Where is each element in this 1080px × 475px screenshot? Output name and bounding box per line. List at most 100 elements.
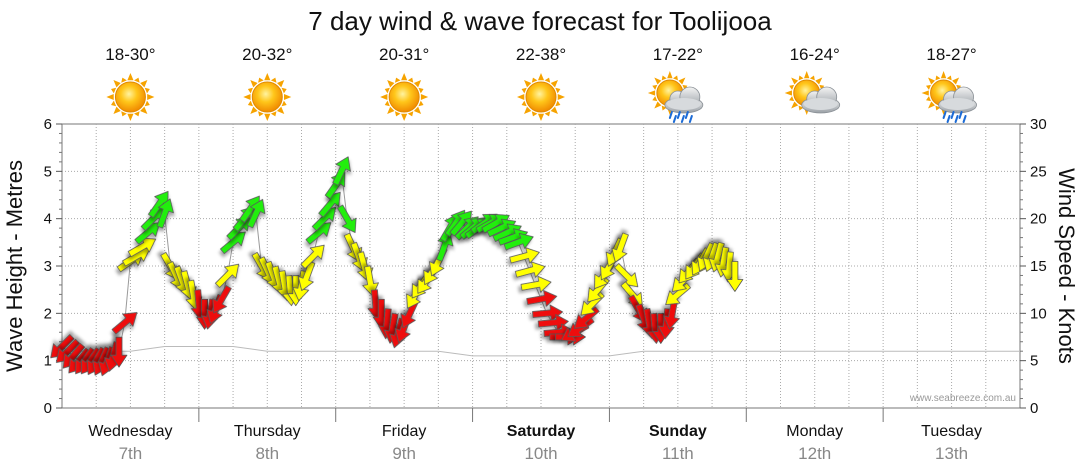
- sun-ray: [127, 113, 134, 121]
- sun-ray: [678, 77, 686, 85]
- sun-ray: [384, 87, 390, 94]
- wind-arrow: [246, 198, 266, 229]
- right-tick-label: 20: [1030, 211, 1047, 228]
- sun-ray: [250, 80, 258, 88]
- sun-ray: [243, 93, 251, 101]
- sun-cloud-rain-icon: [921, 71, 977, 123]
- right-tick-label: 15: [1030, 258, 1047, 275]
- sun-ray: [521, 100, 527, 107]
- sun-ray: [798, 75, 804, 81]
- wind-arrow: [362, 265, 379, 297]
- rain-drop: [954, 115, 959, 123]
- sun-ray: [809, 75, 815, 81]
- sun-ray: [652, 84, 658, 90]
- sun-ray: [661, 75, 667, 81]
- sun-ray: [284, 93, 292, 101]
- rain-drop: [684, 111, 689, 119]
- right-tick-label: 0: [1030, 400, 1038, 417]
- sun-ray: [147, 93, 155, 101]
- sun-ray: [517, 93, 525, 101]
- sun-ray: [798, 105, 804, 111]
- sun-ray: [555, 100, 561, 107]
- sun-ray: [407, 111, 414, 117]
- sun-ray: [401, 113, 408, 121]
- sun-cloud-rain-icon: [647, 71, 704, 123]
- day-name: Wednesday: [88, 423, 172, 440]
- sun-ray: [784, 90, 792, 96]
- sun-ray: [815, 77, 823, 85]
- rain-drop: [942, 111, 947, 119]
- right-axis-ticks: 0 5 10 15 20 25 30: [1020, 116, 1047, 417]
- day-temperatures: 18-30° 20-32° 20-31° 22-38° 17-22° 16-24° 18-2…: [105, 45, 976, 64]
- sun-ray: [537, 73, 545, 81]
- wind-arrow: [726, 261, 744, 292]
- sun-ray: [537, 113, 545, 121]
- sun-ray: [524, 106, 532, 114]
- sun-ray: [106, 93, 114, 101]
- left-axis-title: Wave Height - Metres: [2, 160, 27, 372]
- sun-ray: [247, 87, 253, 94]
- sun-disc: [388, 81, 420, 113]
- rain-drop: [950, 111, 955, 119]
- sun-ray: [144, 87, 150, 94]
- day-date: 12th: [798, 444, 831, 463]
- sun-ray: [647, 90, 656, 96]
- sun-ray: [270, 111, 277, 117]
- sun-ray: [661, 105, 667, 111]
- rain-drop: [680, 115, 685, 123]
- sun-ray: [928, 101, 936, 109]
- rain-drop: [962, 115, 967, 123]
- wind-arrow: [156, 198, 174, 229]
- sun-disc: [251, 81, 283, 113]
- sun-ray: [420, 93, 429, 101]
- sun-ray: [111, 100, 117, 107]
- wind-series: [50, 156, 744, 377]
- sun-ray: [789, 84, 795, 90]
- sun-ray: [791, 101, 799, 109]
- left-tick-label: 1: [44, 353, 52, 370]
- day-temp-range: 18-30°: [105, 45, 155, 64]
- sun-ray: [935, 105, 941, 111]
- wind-arrow: [300, 244, 325, 269]
- sun-ray: [113, 80, 121, 88]
- watermark: www.seabreeze.com.au: [909, 393, 1016, 404]
- day-date: 13th: [935, 444, 968, 463]
- sun-ray: [387, 80, 395, 88]
- day-name: Tuesday: [921, 423, 982, 440]
- sun-ray: [121, 77, 127, 83]
- day-name: Monday: [786, 423, 843, 440]
- rain-drop: [958, 111, 963, 119]
- chart-title: 7 day wind & wave forecast for Toolijooa: [308, 6, 772, 36]
- day-labels: Wednesday 7th Thursday 8th Friday 9th Saturday…: [88, 408, 982, 463]
- rain-drop: [946, 115, 951, 123]
- sun-ray: [418, 100, 424, 107]
- sun-ray: [144, 100, 150, 107]
- sun-ray: [140, 106, 148, 114]
- sun-ray: [928, 77, 936, 85]
- wind-arrow: [110, 336, 128, 368]
- sun-ray: [413, 80, 422, 88]
- sun-ray: [550, 80, 558, 88]
- cloud-fill: [803, 98, 838, 110]
- rain-drop: [676, 111, 681, 119]
- right-axis-title: Wind Speed - Knots: [1054, 168, 1079, 364]
- right-tick-label: 30: [1030, 116, 1047, 133]
- sun-ray: [413, 106, 422, 114]
- left-tick-label: 4: [44, 211, 52, 228]
- day-name: Sunday: [649, 423, 707, 440]
- day-name: Friday: [382, 423, 426, 440]
- sun-ray: [521, 87, 527, 94]
- sun-ray: [394, 77, 401, 83]
- sun-ray: [264, 73, 271, 81]
- sun-ray: [258, 77, 264, 83]
- sun-ray: [654, 77, 662, 85]
- wind-arrow: [111, 312, 138, 335]
- sun-disc: [114, 81, 146, 113]
- wind-arrow: [214, 263, 240, 288]
- sun-ray: [654, 101, 662, 109]
- sun-ray: [921, 90, 929, 96]
- day-date: 10th: [524, 444, 557, 463]
- sun-ray: [531, 111, 538, 117]
- cloud-fill: [940, 98, 975, 110]
